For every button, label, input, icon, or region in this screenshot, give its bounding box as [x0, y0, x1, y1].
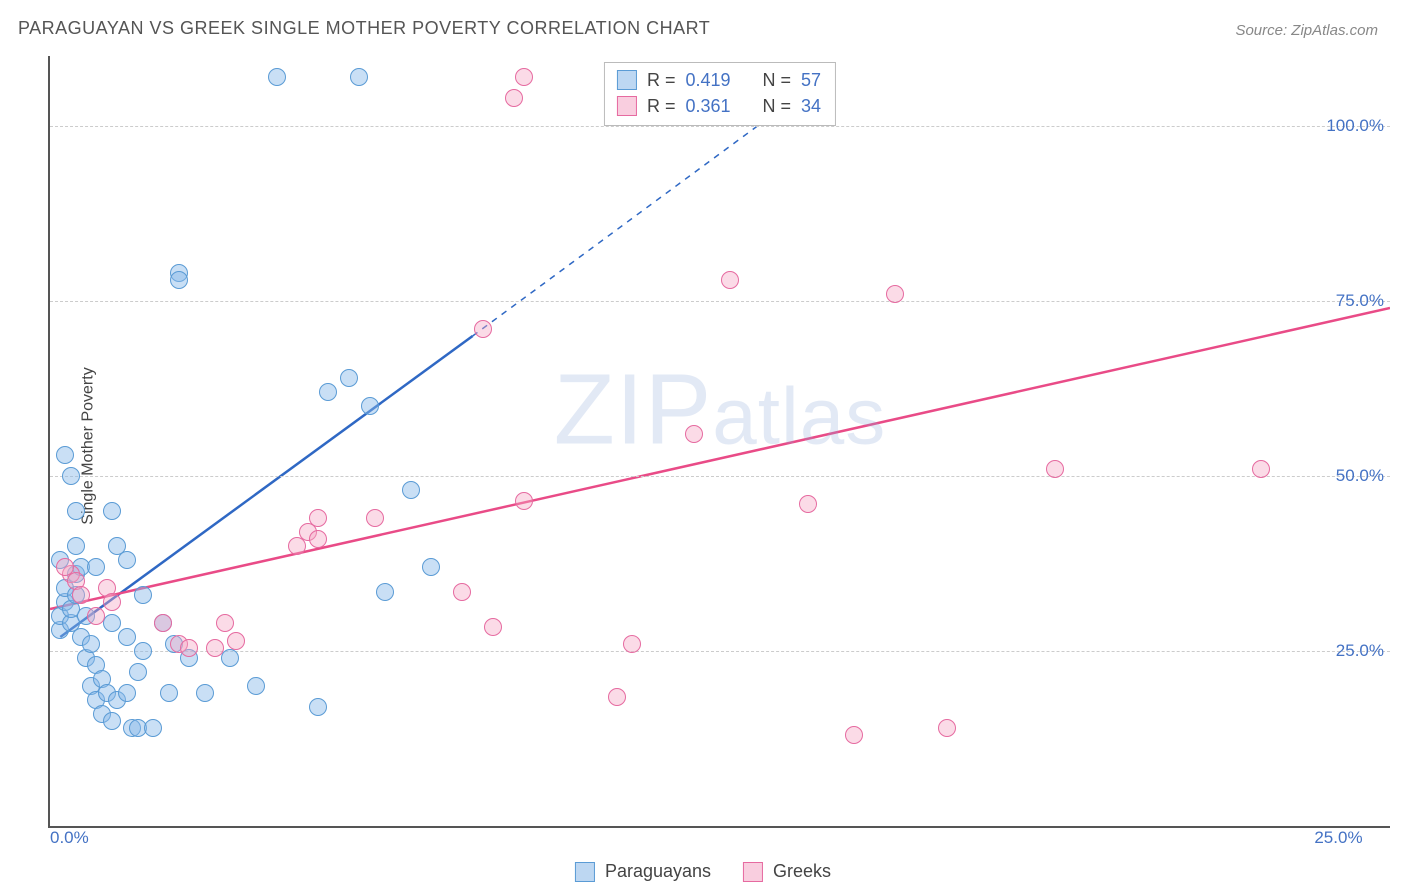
data-point: [309, 530, 327, 548]
data-point: [515, 492, 533, 510]
legend-n-value: 57: [801, 67, 821, 93]
gridline: [50, 476, 1390, 477]
data-point: [103, 614, 121, 632]
data-point: [422, 558, 440, 576]
legend-row-paraguayans: R = 0.419 N = 57: [617, 67, 821, 93]
chart-title: PARAGUAYAN VS GREEK SINGLE MOTHER POVERT…: [18, 18, 710, 39]
data-point: [319, 383, 337, 401]
legend-row-greeks: R = 0.361 N = 34: [617, 93, 821, 119]
data-point: [608, 688, 626, 706]
data-point: [309, 509, 327, 527]
data-point: [216, 614, 234, 632]
legend-bottom: Paraguayans Greeks: [575, 861, 831, 882]
data-point: [268, 68, 286, 86]
legend-swatch-pink: [617, 96, 637, 116]
data-point: [402, 481, 420, 499]
data-point: [623, 635, 641, 653]
legend-r-value: 0.361: [685, 93, 730, 119]
data-point: [103, 712, 121, 730]
data-point: [180, 639, 198, 657]
data-point: [118, 628, 136, 646]
data-point: [350, 68, 368, 86]
data-point: [845, 726, 863, 744]
y-tick-label: 50.0%: [1336, 466, 1384, 486]
legend-label: Paraguayans: [605, 861, 711, 882]
y-tick-label: 25.0%: [1336, 641, 1384, 661]
data-point: [87, 607, 105, 625]
trendlines-layer: [50, 56, 1390, 826]
legend-swatch-pink: [743, 862, 763, 882]
data-point: [453, 583, 471, 601]
data-point: [1252, 460, 1270, 478]
legend-swatch-blue: [575, 862, 595, 882]
data-point: [62, 467, 80, 485]
source-attribution: Source: ZipAtlas.com: [1235, 22, 1378, 39]
legend-swatch-blue: [617, 70, 637, 90]
y-tick-label: 100.0%: [1326, 116, 1384, 136]
gridline: [50, 651, 1390, 652]
data-point: [160, 684, 178, 702]
data-point: [484, 618, 502, 636]
data-point: [144, 719, 162, 737]
data-point: [221, 649, 239, 667]
data-point: [938, 719, 956, 737]
data-point: [170, 271, 188, 289]
x-tick-label: 25.0%: [1314, 828, 1362, 848]
data-point: [82, 635, 100, 653]
data-point: [227, 632, 245, 650]
legend-r-label: R =: [647, 67, 676, 93]
gridline: [50, 126, 1390, 127]
data-point: [376, 583, 394, 601]
data-point: [103, 593, 121, 611]
gridline: [50, 301, 1390, 302]
legend-r-label: R =: [647, 93, 676, 119]
data-point: [56, 446, 74, 464]
data-point: [67, 537, 85, 555]
data-point: [309, 698, 327, 716]
legend-n-value: 34: [801, 93, 821, 119]
data-point: [361, 397, 379, 415]
data-point: [474, 320, 492, 338]
data-point: [196, 684, 214, 702]
data-point: [56, 558, 74, 576]
legend-label: Greeks: [773, 861, 831, 882]
data-point: [134, 642, 152, 660]
y-tick-label: 75.0%: [1336, 291, 1384, 311]
data-point: [103, 502, 121, 520]
data-point: [118, 551, 136, 569]
data-point: [206, 639, 224, 657]
data-point: [67, 502, 85, 520]
data-point: [685, 425, 703, 443]
data-point: [721, 271, 739, 289]
data-point: [886, 285, 904, 303]
legend-item-greeks: Greeks: [743, 861, 831, 882]
data-point: [515, 68, 533, 86]
data-point: [72, 586, 90, 604]
data-point: [134, 586, 152, 604]
legend-r-value: 0.419: [685, 67, 730, 93]
watermark-text: ZIPatlas: [554, 353, 887, 468]
chart-plot-area: ZIPatlas R = 0.419 N = 57 R = 0.361 N = …: [48, 56, 1390, 828]
data-point: [340, 369, 358, 387]
data-point: [247, 677, 265, 695]
data-point: [154, 614, 172, 632]
legend-n-label: N =: [763, 67, 792, 93]
legend-item-paraguayans: Paraguayans: [575, 861, 711, 882]
data-point: [1046, 460, 1064, 478]
data-point: [505, 89, 523, 107]
data-point: [87, 558, 105, 576]
data-point: [129, 663, 147, 681]
data-point: [366, 509, 384, 527]
data-point: [118, 684, 136, 702]
legend-n-label: N =: [763, 93, 792, 119]
data-point: [799, 495, 817, 513]
legend-correlation-box: R = 0.419 N = 57 R = 0.361 N = 34: [604, 62, 836, 126]
x-tick-label: 0.0%: [50, 828, 89, 848]
